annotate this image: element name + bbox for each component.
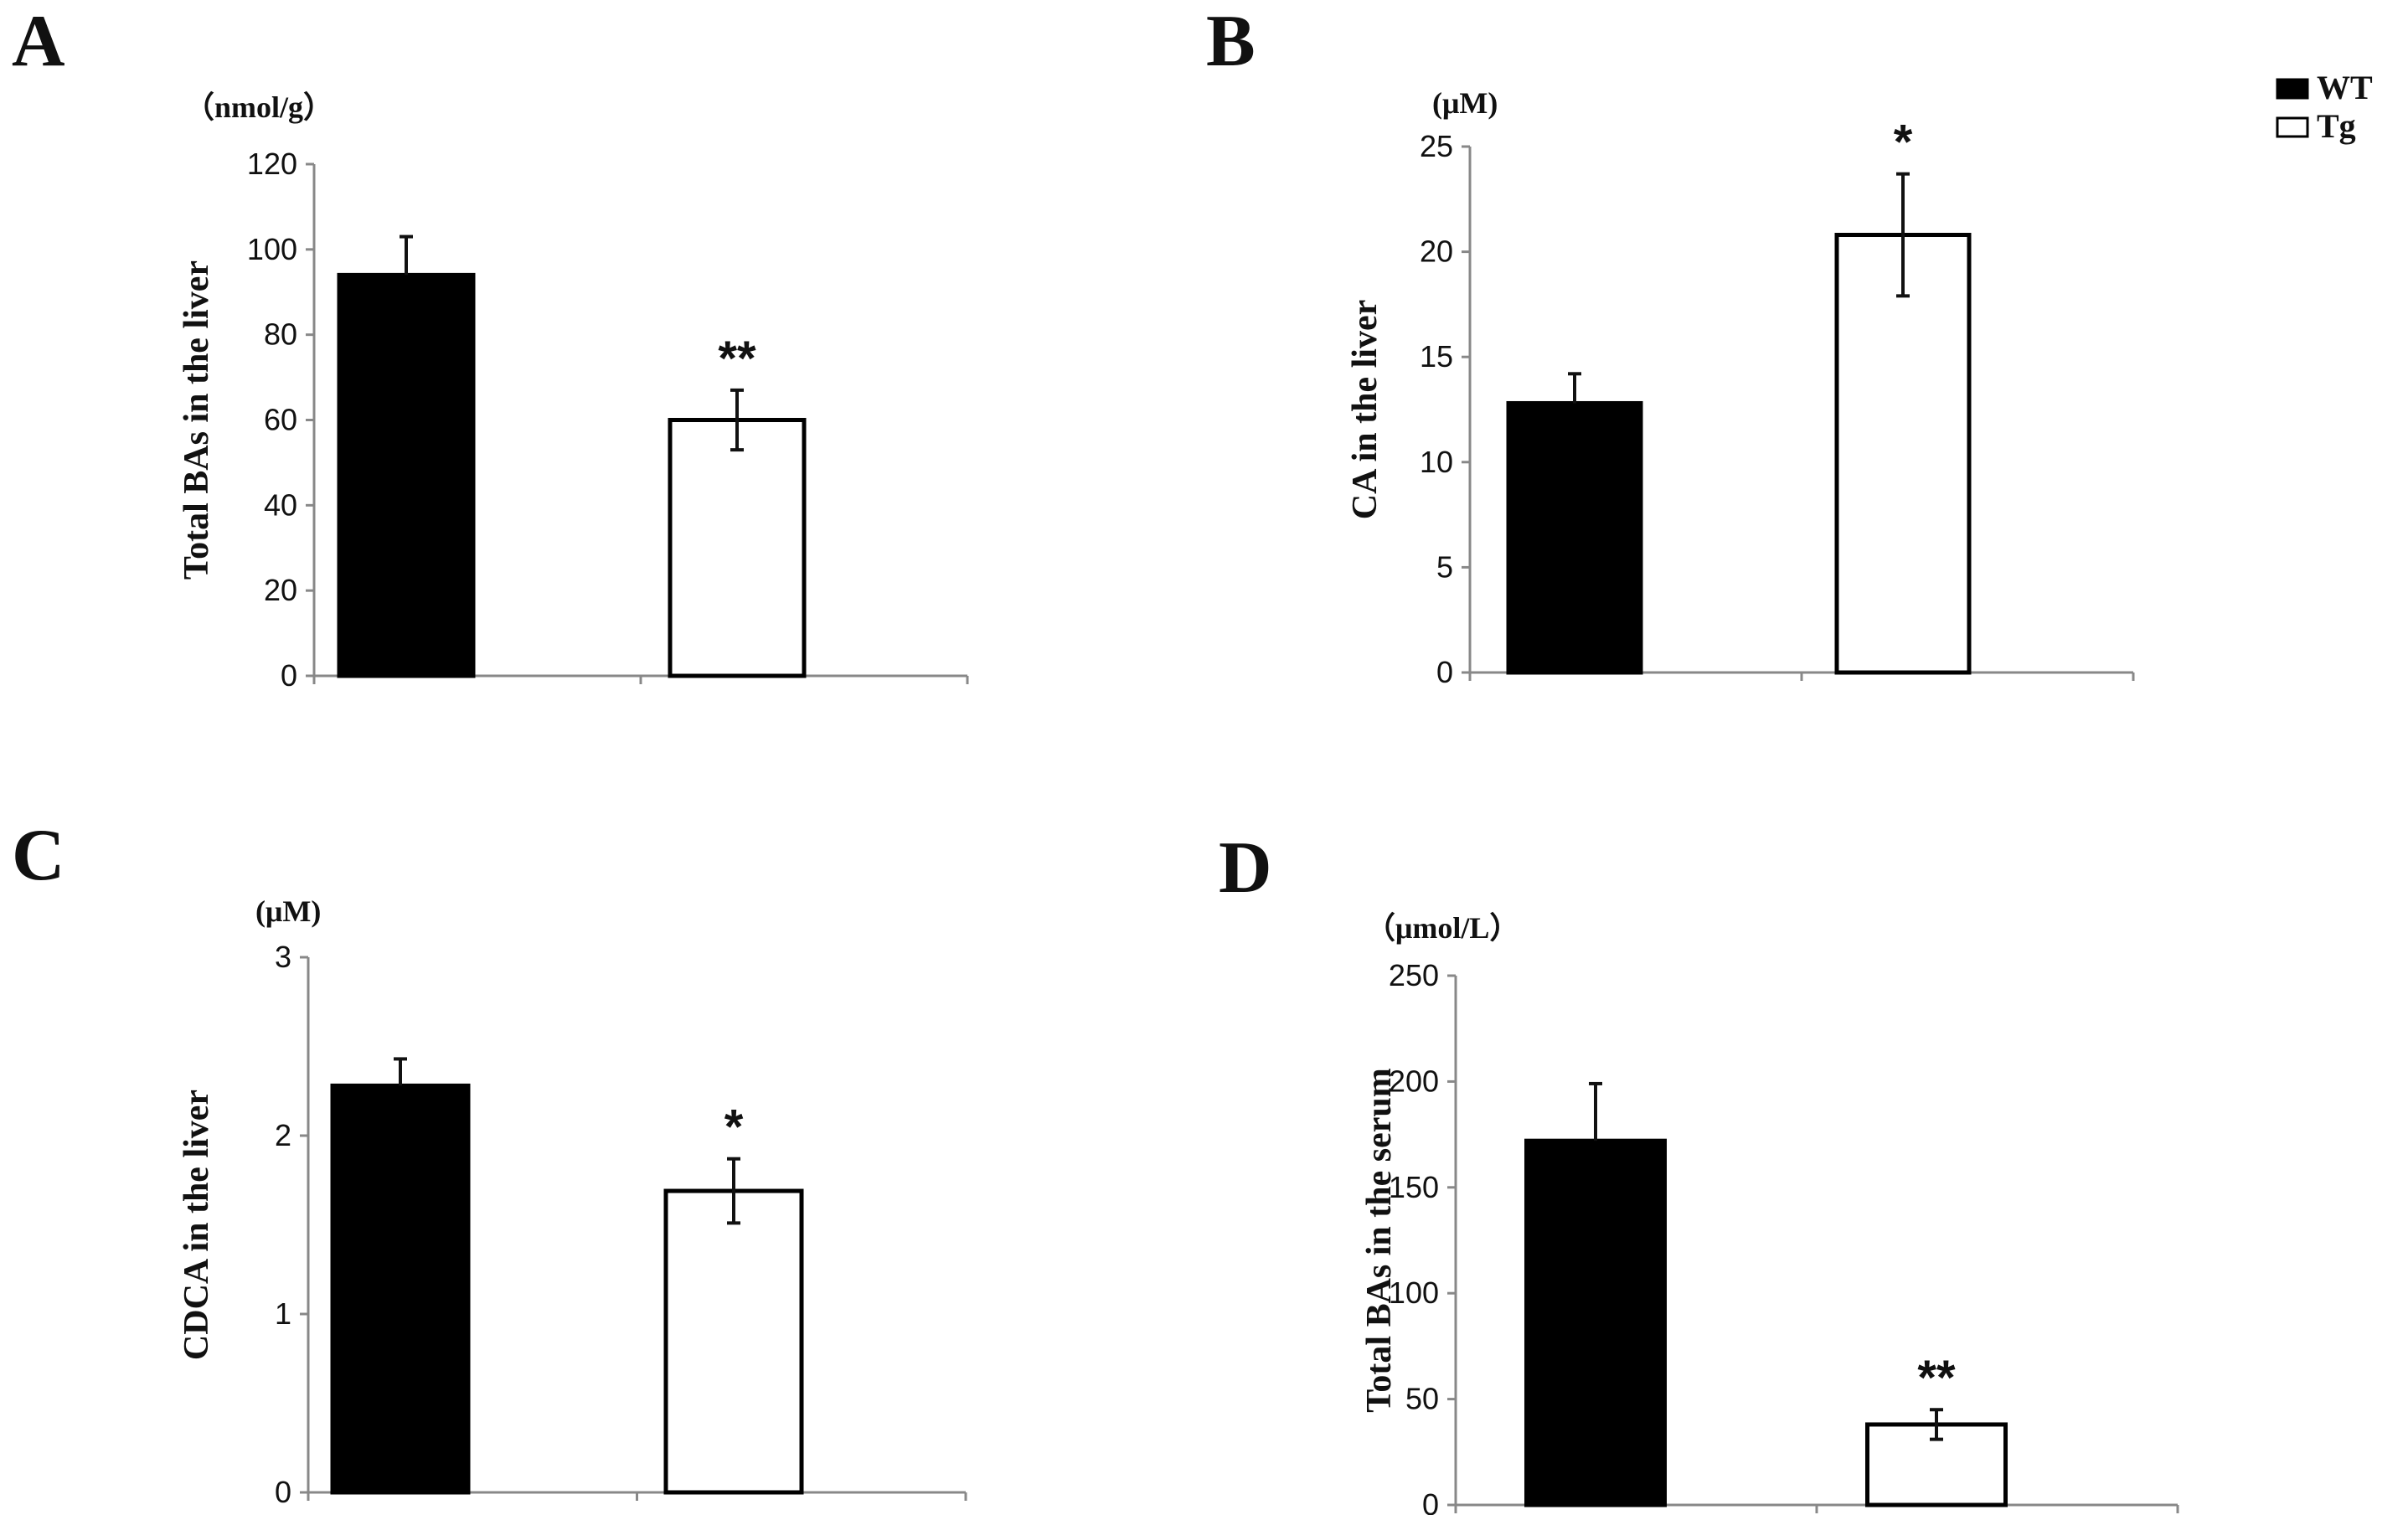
panel-b-unit: (μM)	[1432, 86, 1498, 120]
panel-c-y-tick-label-2: 2	[275, 1118, 291, 1152]
panel-c: C (μM) CDCA in the liver 0 1 2 3 *	[12, 815, 967, 1509]
panel-d-y-tick-label-3: 150	[1389, 1170, 1439, 1204]
panel-c-y-tick-label-3: 3	[275, 940, 291, 974]
panel-a: A （nmol/g） Total BAs in the liver 0 20 40 60 80…	[12, 1, 969, 693]
panel-c-y-tick-label-1: 1	[275, 1296, 291, 1331]
panel-a-bar-tg	[668, 418, 807, 678]
panel-a-y-tick-label-5: 100	[247, 232, 297, 266]
legend-swatch-tg	[2276, 116, 2309, 138]
panel-c-label: C	[12, 815, 65, 896]
panel-d-y-tick-label-4: 200	[1389, 1064, 1439, 1098]
panel-b-y-tick-label-0: 0	[1436, 655, 1453, 689]
panel-b-bar-wt	[1506, 400, 1643, 675]
panel-c-unit: (μM)	[255, 894, 321, 928]
panel-d-y-tick-label-0: 0	[1422, 1487, 1439, 1515]
panel-b: B (μM) CA in the liver 0 5 10 15 20 25 *	[1206, 1, 2135, 689]
panel-d-bar-wt	[1524, 1138, 1667, 1507]
legend: WT Tg	[2276, 69, 2373, 145]
panel-d-y-tick-label-2: 100	[1389, 1275, 1439, 1310]
panel-d-label: D	[1219, 827, 1272, 909]
legend-label-tg: Tg	[2317, 107, 2356, 145]
panel-a-y-tick-label-0: 0	[281, 658, 297, 693]
panel-d-y-tick-label-5: 250	[1389, 958, 1439, 992]
panel-d-unit: （μmol/L）	[1365, 911, 1519, 945]
panel-a-unit: （nmol/g）	[184, 90, 333, 124]
panel-c-y-tick-label-0: 0	[275, 1475, 291, 1509]
panel-a-bar-wt	[337, 272, 476, 678]
panel-d-significance-tg: **	[1917, 1351, 1956, 1405]
panel-b-label: B	[1206, 1, 1256, 82]
panel-a-significance-tg: **	[718, 332, 756, 386]
legend-swatch-wt	[2276, 78, 2309, 100]
panel-b-significance-tg: *	[1894, 116, 1913, 170]
panel-a-y-tick-label-6: 120	[247, 147, 297, 181]
panel-a-y-tick-label-3: 60	[264, 403, 297, 437]
panel-b-y-tick-label-1: 5	[1436, 549, 1453, 584]
panel-c-bar-tg	[663, 1188, 804, 1495]
panel-a-ylabel: Total BAs in the liver	[178, 260, 216, 580]
panel-d-ylabel: Total BAs in the serum	[1360, 1068, 1399, 1413]
panel-d: D （μmol/L） Total BAs in the serum 0 50 100 150…	[1219, 827, 2179, 1515]
panel-b-y-tick-label-4: 20	[1420, 234, 1453, 269]
panel-a-label: A	[12, 1, 65, 82]
panel-a-y-tick-label-2: 40	[264, 487, 297, 522]
panel-c-significance-tg: *	[724, 1100, 744, 1155]
panel-d-y-tick-label-1: 50	[1405, 1382, 1439, 1416]
panel-a-y-tick-label-4: 80	[264, 317, 297, 352]
panel-b-y-tick-label-3: 15	[1420, 339, 1453, 374]
panel-b-bar-tg	[1834, 233, 1972, 675]
panel-b-y-tick-label-2: 10	[1420, 445, 1453, 479]
legend-label-wt: WT	[2317, 69, 2373, 106]
panel-c-ylabel: CDCA in the liver	[178, 1090, 216, 1360]
panel-c-bar-wt	[330, 1083, 471, 1495]
panel-a-y-tick-label-1: 20	[264, 573, 297, 607]
panel-b-ylabel: CA in the liver	[1346, 300, 1384, 519]
panel-b-y-tick-label-5: 25	[1420, 129, 1453, 163]
